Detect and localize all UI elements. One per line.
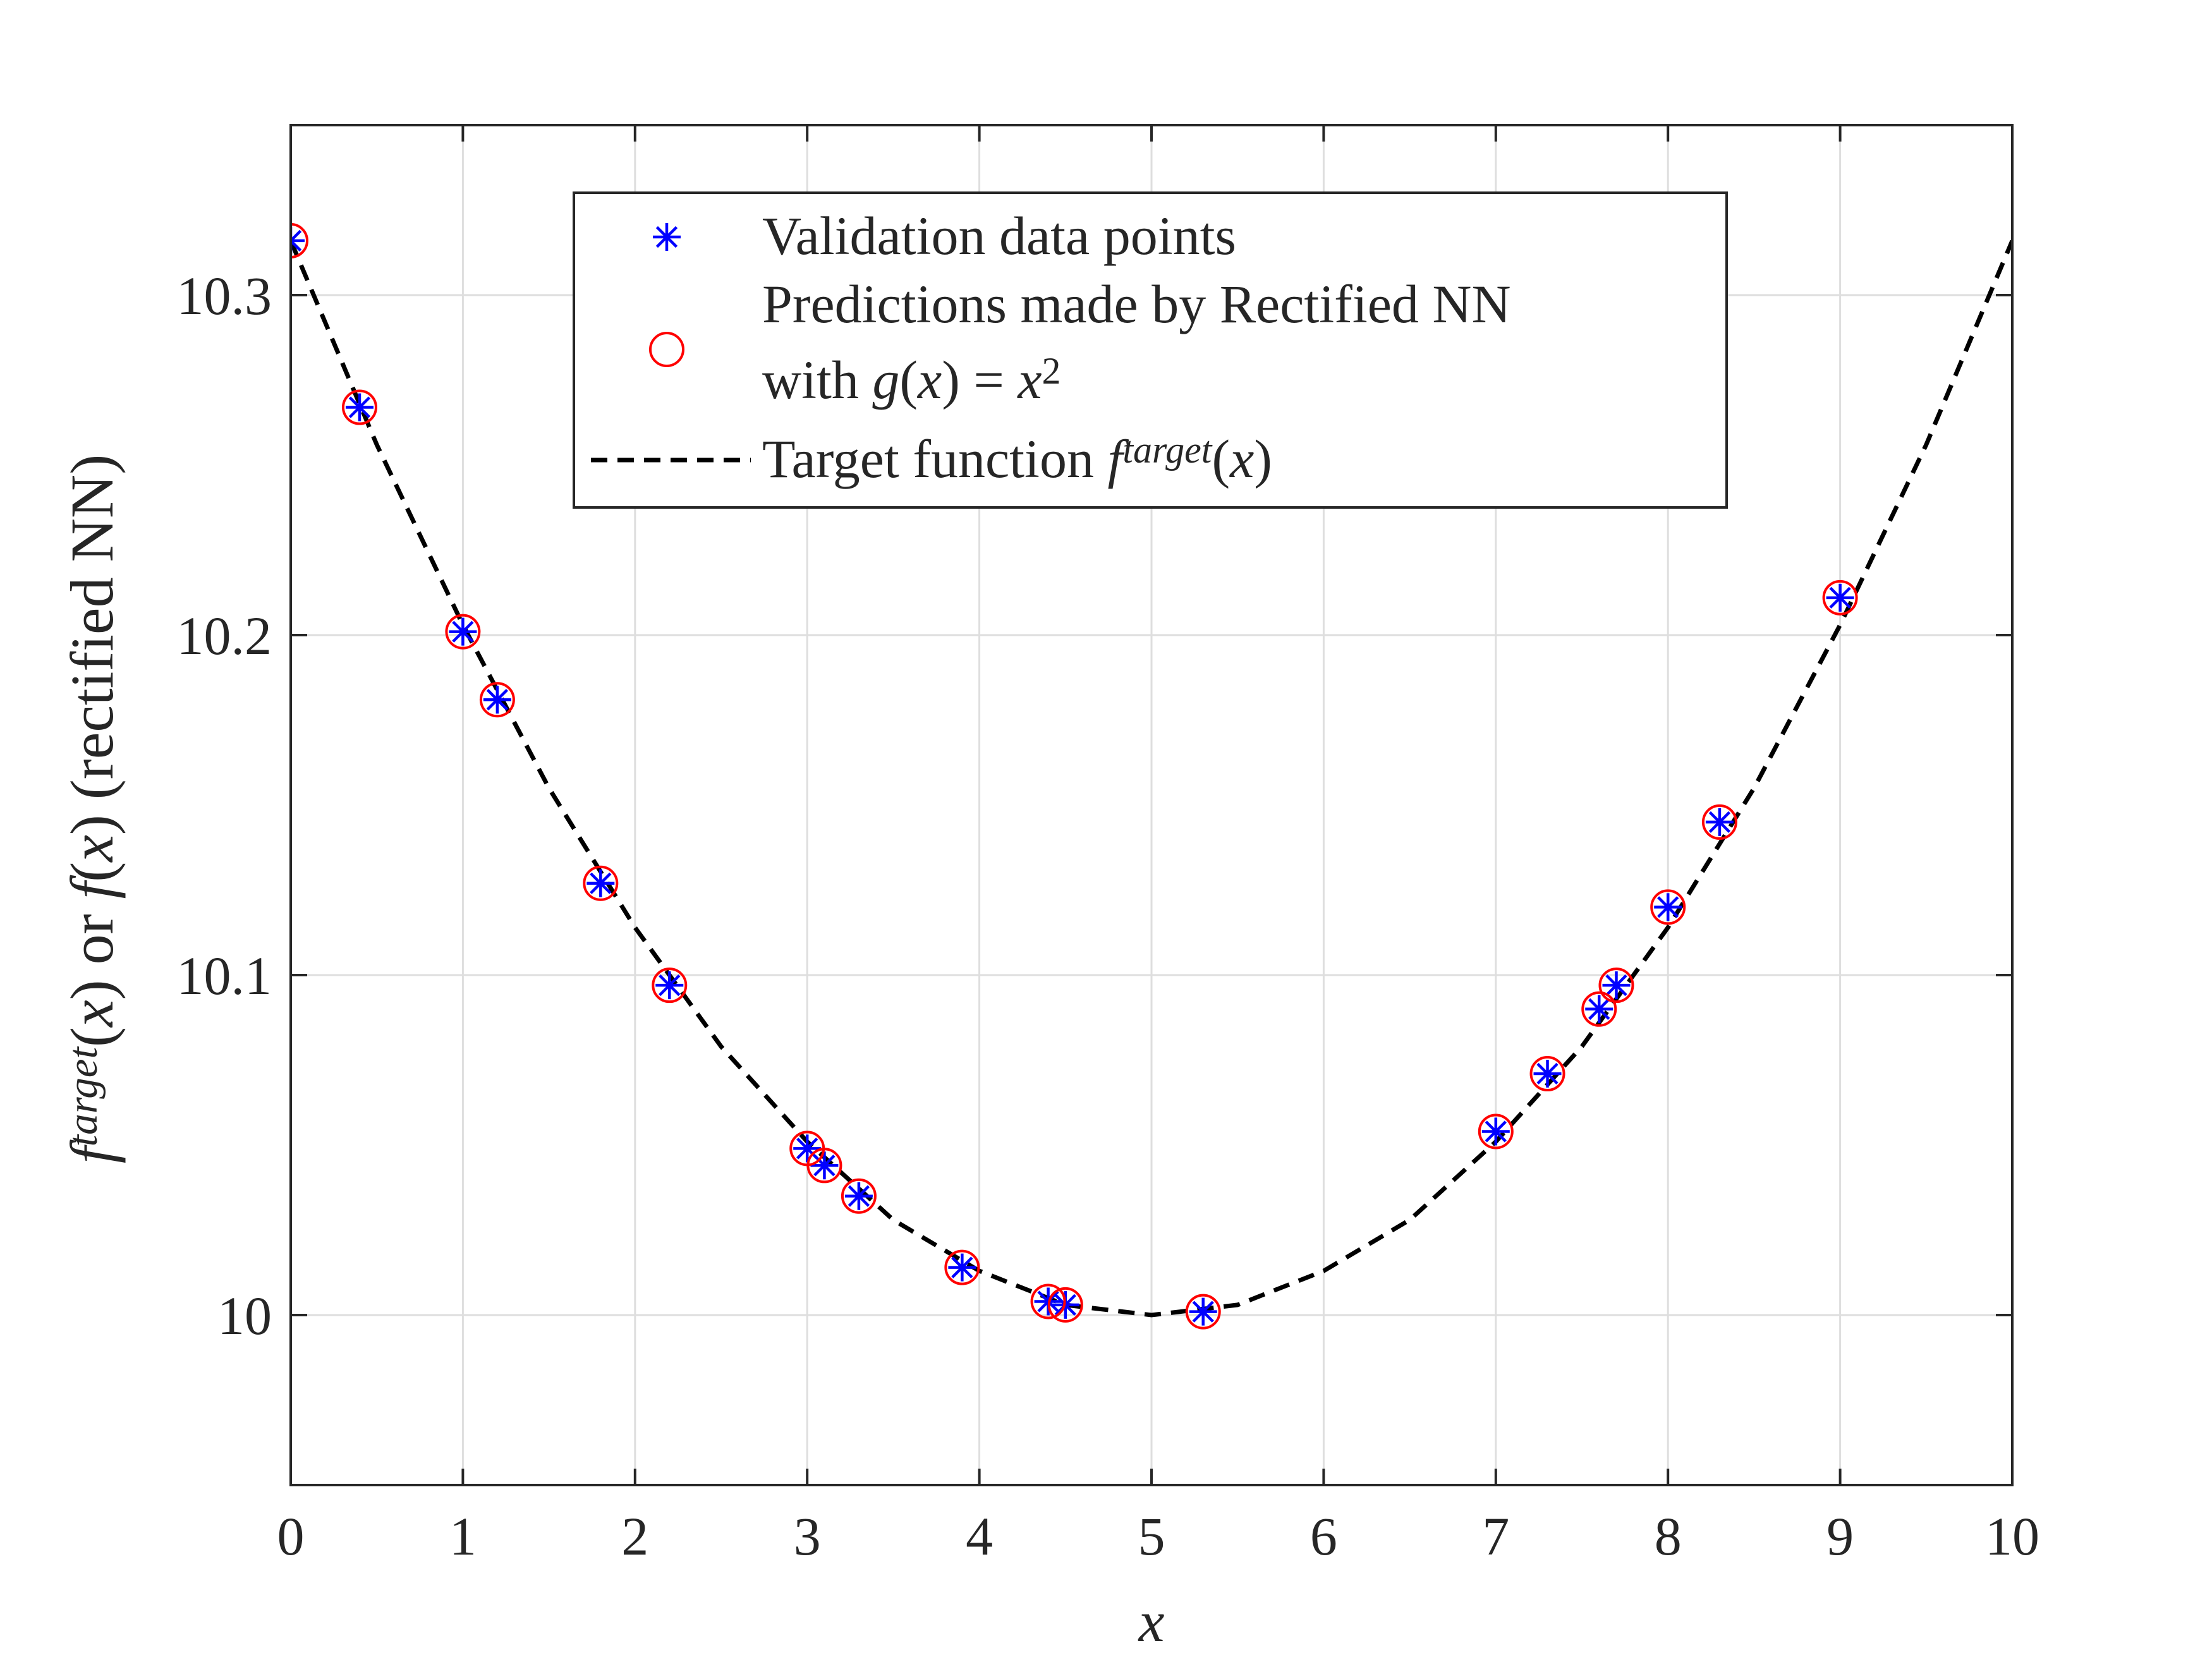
axes: 0 1 2 3 4 5 6 7 8 9 10 10 10.1 10.2 10.3 bbox=[177, 124, 2039, 1567]
prediction-point bbox=[583, 865, 619, 901]
legend-prediction-label-line2: with g(x) = x2 bbox=[762, 349, 1061, 410]
target-function-line bbox=[291, 240, 2012, 1318]
validation-point bbox=[1826, 583, 1854, 612]
validation-point bbox=[1481, 1117, 1510, 1146]
validation-point bbox=[291, 226, 305, 255]
prediction-point bbox=[479, 682, 515, 718]
validation-point bbox=[793, 1134, 822, 1163]
plot-area bbox=[291, 222, 2012, 1330]
prediction-point bbox=[1047, 1287, 1083, 1323]
prediction-point bbox=[1822, 579, 1858, 616]
axis-labels: x ftarget(x) or f(x) (rectified NN) bbox=[58, 454, 1165, 1654]
prediction-point bbox=[1185, 1294, 1221, 1330]
validation-point bbox=[449, 617, 477, 646]
validation-point bbox=[586, 869, 615, 897]
y-tick-label: 10 bbox=[217, 1285, 272, 1346]
legend-target-label: Target function ftarget(x) bbox=[762, 428, 1272, 489]
prediction-point bbox=[291, 222, 308, 258]
validation-point bbox=[810, 1151, 839, 1180]
x-tick-label: 0 bbox=[277, 1506, 305, 1567]
validation-point bbox=[1654, 893, 1682, 921]
prediction-point bbox=[1478, 1113, 1514, 1149]
prediction-point bbox=[1030, 1283, 1066, 1319]
validation-point bbox=[1705, 808, 1734, 836]
validation-point bbox=[1533, 1060, 1562, 1088]
validation-point bbox=[1602, 971, 1631, 1000]
x-tick-label: 2 bbox=[621, 1506, 648, 1567]
prediction-point bbox=[944, 1249, 980, 1285]
x-tick-label: 6 bbox=[1310, 1506, 1337, 1567]
prediction-point bbox=[1598, 967, 1634, 1004]
x-tick-label: 9 bbox=[1826, 1506, 1854, 1567]
y-axis-title: ftarget(x) or f(x) (rectified NN) bbox=[58, 454, 126, 1163]
legend-validation-marker bbox=[653, 223, 681, 251]
prediction-point bbox=[341, 389, 377, 425]
validation-point bbox=[483, 686, 511, 714]
legend-prediction-label-line1: Predictions made by Rectified NN bbox=[762, 274, 1511, 334]
x-tick-label: 1 bbox=[449, 1506, 477, 1567]
x-tick-label: 8 bbox=[1655, 1506, 1682, 1567]
prediction-point bbox=[1581, 991, 1617, 1027]
x-tick-label: 5 bbox=[1138, 1506, 1165, 1567]
prediction-point bbox=[806, 1148, 842, 1184]
x-tick-label: 10 bbox=[1985, 1506, 2039, 1567]
validation-point bbox=[1585, 995, 1613, 1023]
y-tick-label: 10.3 bbox=[177, 265, 272, 326]
prediction-point bbox=[445, 614, 481, 650]
validation-point bbox=[844, 1182, 873, 1210]
prediction-point bbox=[841, 1178, 877, 1214]
validation-point bbox=[655, 971, 684, 1000]
x-tick-label: 3 bbox=[794, 1506, 821, 1567]
legend-validation-label: Validation data points bbox=[762, 205, 1236, 266]
legend-prediction-marker bbox=[649, 332, 684, 367]
prediction-point bbox=[1650, 889, 1686, 925]
prediction-point bbox=[1529, 1056, 1565, 1092]
validation-point bbox=[948, 1253, 976, 1282]
validation-point bbox=[1189, 1297, 1217, 1326]
x-tick-label: 4 bbox=[966, 1506, 993, 1567]
y-tick-label: 10.1 bbox=[177, 945, 272, 1006]
legend: Validation data points Predictions made b… bbox=[573, 191, 1728, 509]
x-tick-label: 7 bbox=[1482, 1506, 1509, 1567]
y-tick-label: 10.2 bbox=[177, 605, 272, 666]
legend-box bbox=[573, 191, 1728, 509]
prediction-point bbox=[652, 967, 688, 1004]
validation-point bbox=[345, 393, 374, 422]
x-axis-title: x bbox=[1138, 1589, 1165, 1654]
prediction-point bbox=[1701, 804, 1737, 840]
